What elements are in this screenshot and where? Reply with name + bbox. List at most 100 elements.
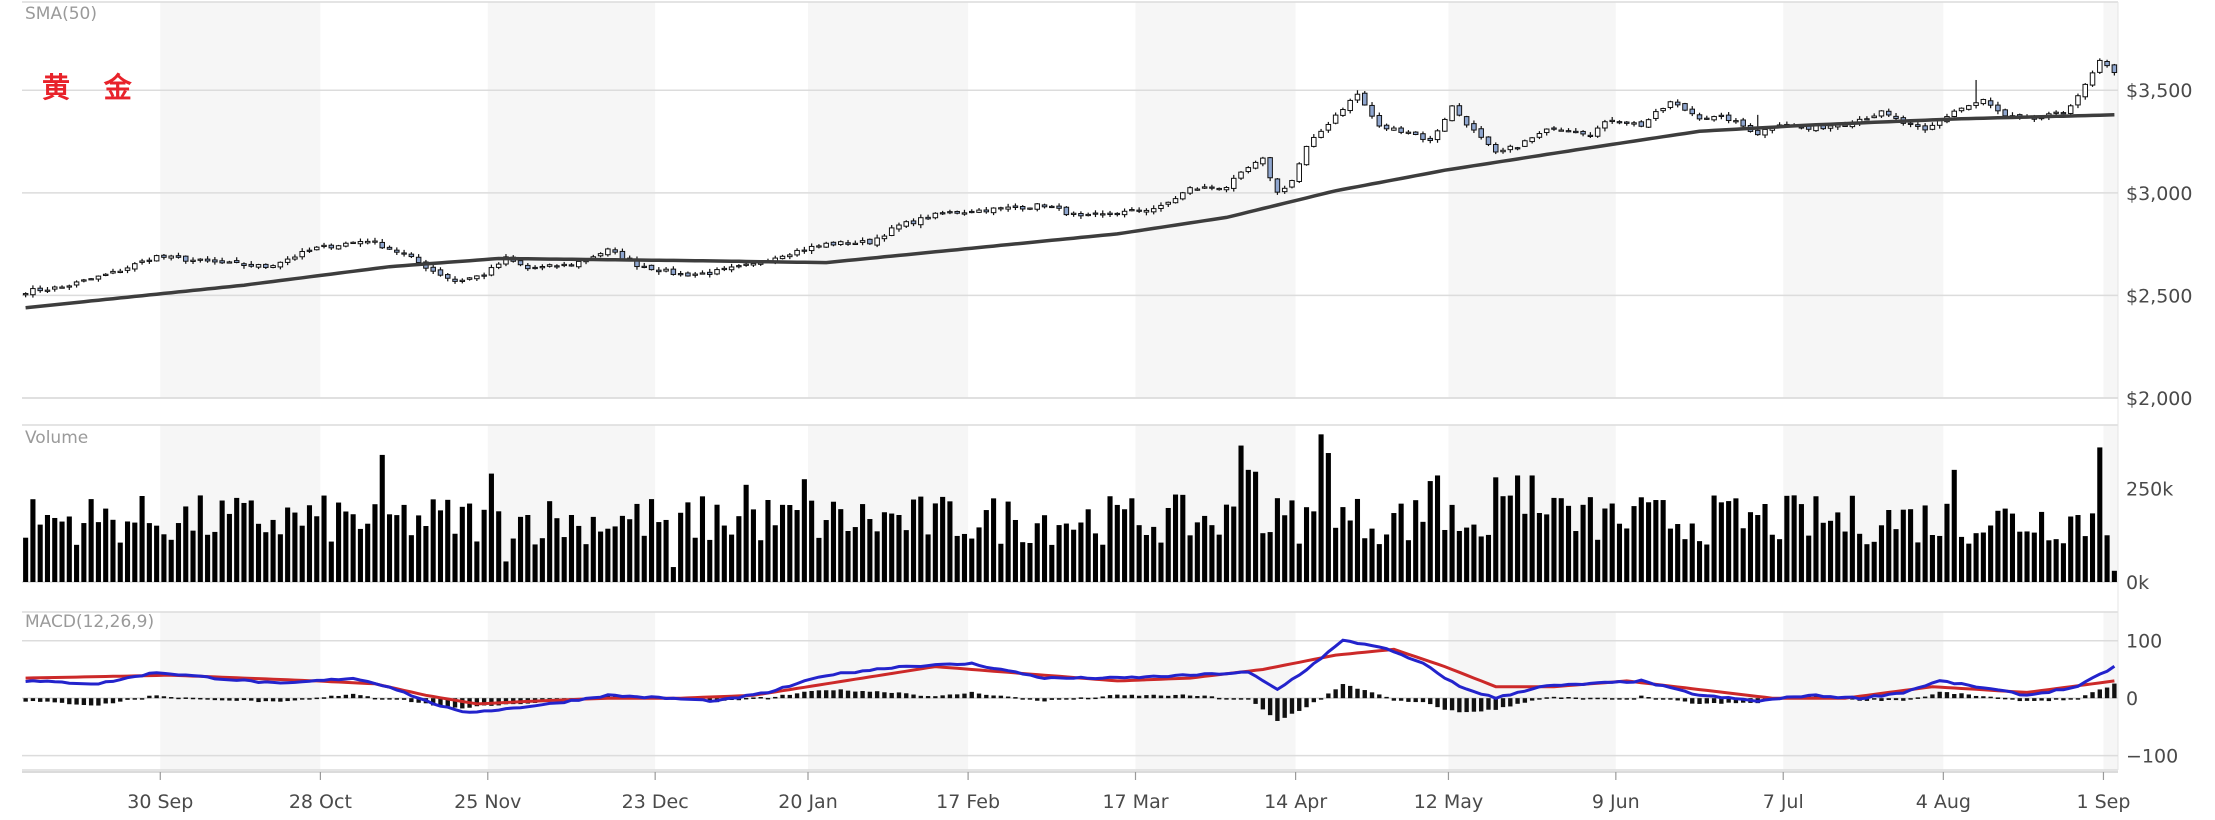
volume-bar [1020, 542, 1026, 582]
volume-bar [81, 523, 87, 582]
candle-body [728, 266, 735, 271]
candle-body [503, 256, 509, 265]
volume-bar [168, 539, 174, 582]
volume-bar [1034, 523, 1040, 582]
volume-bar [1478, 536, 1484, 582]
macd-histogram-bar [329, 695, 334, 699]
candle-body [2097, 59, 2103, 73]
volume-bar [830, 501, 837, 582]
volume-bar [2046, 540, 2052, 582]
volume-bar [772, 525, 778, 582]
candle-body [306, 249, 313, 252]
volume-bar [845, 530, 851, 582]
volume-bar [1908, 509, 1914, 582]
volume-bar [627, 519, 633, 582]
candle-body [1580, 130, 1586, 135]
macd-histogram-bar [1886, 698, 1891, 701]
volume-bar [1027, 543, 1033, 582]
candle-body [1194, 188, 1201, 191]
volume-bar [714, 504, 720, 582]
macd-histogram-bar [824, 690, 829, 699]
candle-body [845, 242, 851, 245]
volume-bar [1878, 525, 1885, 582]
candle-body [175, 255, 182, 258]
candle-body [212, 259, 218, 263]
macd-histogram-bar [205, 698, 210, 700]
candle-body [1492, 144, 1499, 153]
macd-histogram-bar [234, 698, 239, 701]
candle-body [1019, 206, 1026, 210]
volume-bar [1267, 532, 1273, 582]
candle-body [663, 268, 669, 272]
candle-body [750, 262, 757, 266]
x-tick-label: 12 May [1414, 791, 1484, 813]
candle-body [1696, 114, 1703, 120]
volume-bar [103, 508, 109, 582]
volume-bar [823, 520, 829, 582]
candle-body [1667, 101, 1674, 108]
candle-body [386, 246, 393, 250]
volume-bar [1784, 495, 1790, 582]
volume-bar [336, 502, 342, 582]
volume-bar [1369, 528, 1375, 582]
macd-histogram-bar [343, 694, 349, 699]
candle-body [1158, 204, 1164, 209]
macd-histogram-bar [1398, 698, 1404, 701]
volume-bar [729, 534, 735, 582]
candle-body [1201, 186, 1208, 189]
candle-body [1966, 105, 1972, 110]
macd-histogram-bar [1646, 697, 1651, 699]
macd-histogram-bar [1253, 698, 1258, 704]
candle-body [2060, 112, 2067, 115]
candle-body [81, 279, 87, 282]
macd-histogram-bar [263, 698, 268, 702]
macd-histogram-bar [1195, 696, 1200, 699]
candle-body [1980, 98, 1987, 105]
macd-histogram-bar [1879, 698, 1884, 701]
macd-histogram-bar [1420, 698, 1426, 703]
volume-bar [510, 538, 516, 582]
x-tick-label: 25 Nov [454, 791, 521, 813]
macd-histogram-bar [1049, 698, 1054, 700]
candle-body [837, 241, 844, 245]
macd-histogram-bar [394, 698, 399, 700]
candle-body [1922, 125, 1928, 131]
price-tick-label: $3,000 [2126, 183, 2192, 205]
volume-bar [1704, 544, 1710, 582]
volume-bar [306, 505, 313, 582]
volume-bar [1529, 475, 1535, 582]
volume-bar [226, 513, 232, 582]
candle-body [546, 264, 553, 267]
macd-histogram-bar [1246, 698, 1251, 700]
volume-bar [539, 538, 545, 582]
macd-histogram-bar [1631, 698, 1637, 700]
x-tick-label: 28 Oct [289, 791, 352, 813]
volume-bar [1740, 528, 1746, 582]
volume-bar [561, 537, 567, 582]
macd-tick-label: 100 [2126, 631, 2162, 653]
candle-body [1522, 140, 1528, 147]
candle-body [1311, 136, 1317, 147]
volume-bar [277, 534, 283, 582]
macd-histogram-bar [845, 690, 851, 699]
candle-body [670, 268, 677, 275]
volume-bar [517, 516, 524, 582]
macd-histogram-bar [401, 698, 407, 700]
candle-body [241, 263, 247, 267]
macd-histogram-bar [1464, 698, 1469, 713]
candle-body [59, 286, 65, 289]
volume-bar [743, 484, 749, 582]
macd-histogram-bar [198, 697, 203, 700]
macd-histogram-bar [1952, 694, 1957, 699]
volume-bar [801, 479, 807, 582]
candle-body [1274, 178, 1281, 193]
macd-histogram-bar [1275, 698, 1280, 721]
macd-histogram-bar [1202, 695, 1207, 699]
candle-body [1180, 192, 1186, 200]
macd-histogram-bar [256, 698, 261, 703]
volume-bar [1333, 527, 1339, 582]
volume-bar [1376, 544, 1382, 582]
volume-bar [481, 509, 487, 582]
volume-bar [1449, 504, 1455, 582]
volume-bar [474, 541, 480, 582]
